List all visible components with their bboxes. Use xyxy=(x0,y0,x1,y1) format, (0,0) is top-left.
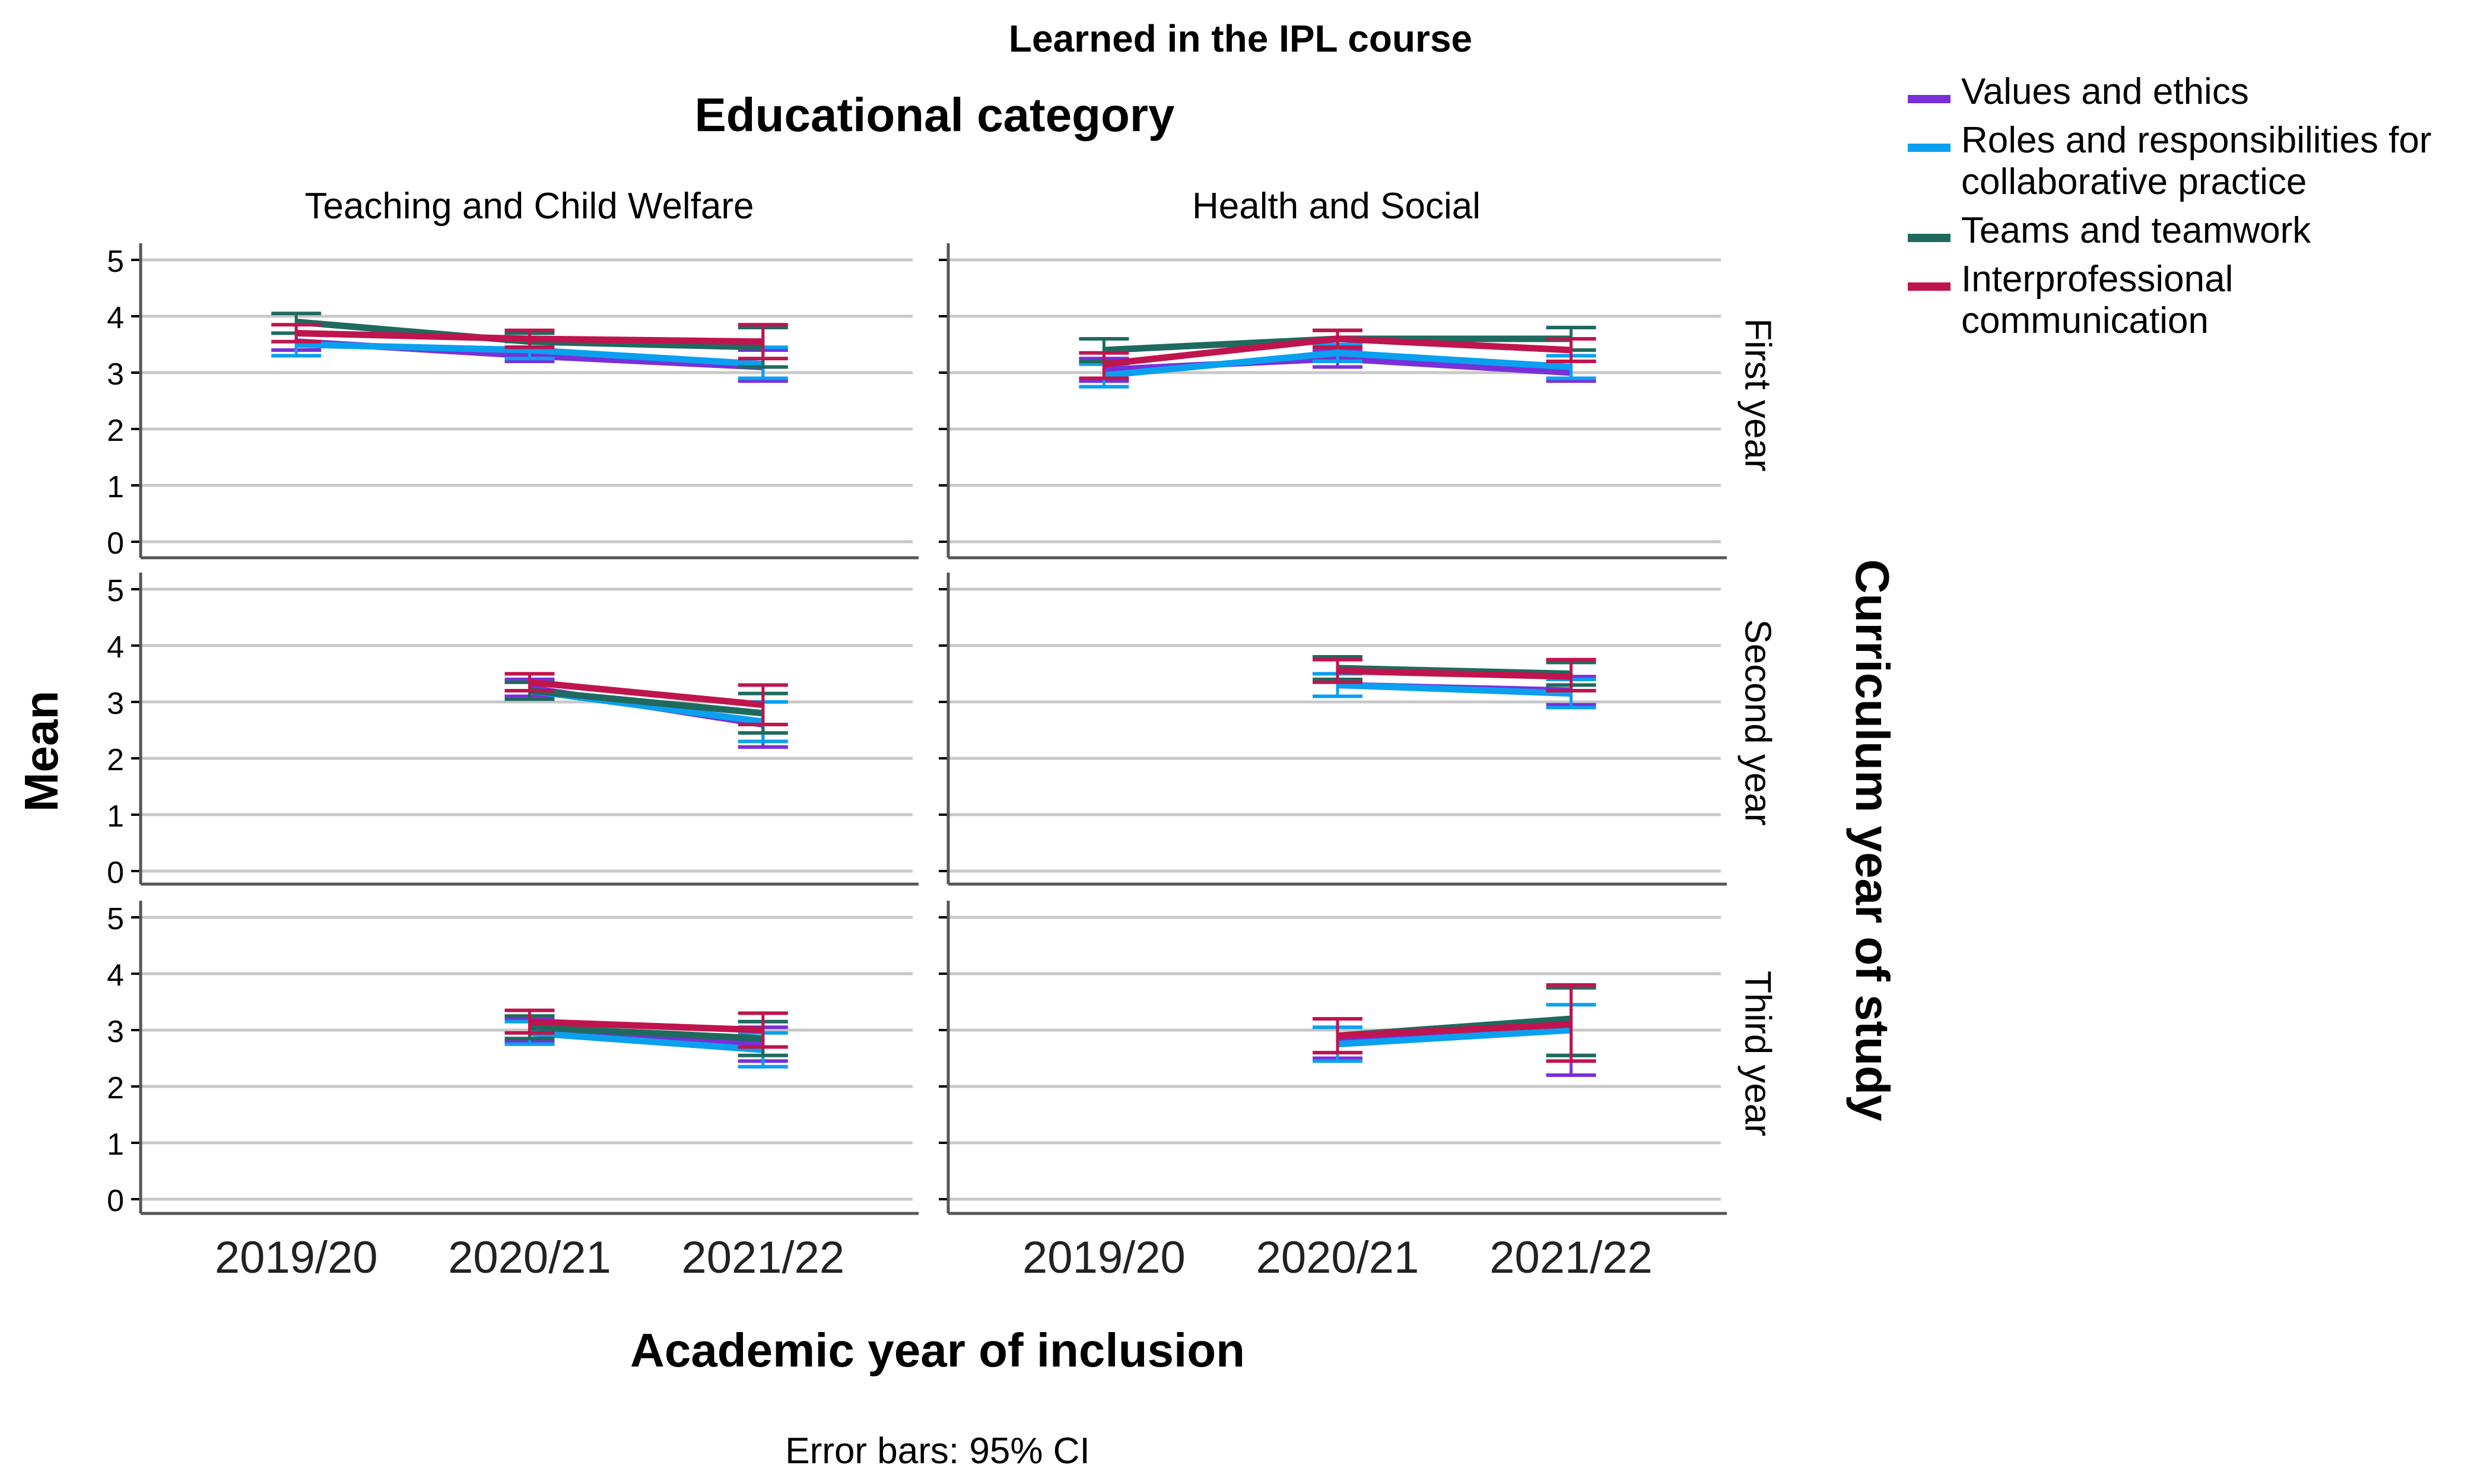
series-line-third-year-health-interprofessional-communication xyxy=(1337,1021,1571,1039)
y-tick-label-first-year-5: 5 xyxy=(107,244,124,279)
series-line-first-year-health-roles-responsibilities xyxy=(1103,349,1571,379)
series-line-second-year-health-interprofessional-communication xyxy=(1337,668,1571,680)
y-tick-label-second-year-0: 0 xyxy=(107,856,124,890)
legend-label-roles-responsibilities: Roles and responsibilities for collabora… xyxy=(1961,120,2432,202)
y-tick-label-first-year-3: 3 xyxy=(107,357,124,392)
series-line-first-year-teaching-roles-responsibilities xyxy=(296,341,764,368)
y-tick-label-third-year-5: 5 xyxy=(107,902,124,936)
y-tick-label-first-year-4: 4 xyxy=(107,301,124,335)
y-tick-label-second-year-5: 5 xyxy=(107,574,124,608)
series-line-second-year-teaching-interprofessional-communication xyxy=(529,679,764,708)
x-tick-label-health-2019-20: 2019/20 xyxy=(1022,1232,1186,1283)
x-tick-label-teaching-2020-21: 2020/21 xyxy=(448,1232,611,1283)
y-tick-label-second-year-3: 3 xyxy=(107,687,124,721)
legend-item-roles-responsibilities: Roles and responsibilities for collabora… xyxy=(1908,120,2477,203)
y-tick-label-first-year-0: 0 xyxy=(107,526,124,561)
legend-swatch-teams-teamwork xyxy=(1908,234,1951,242)
legend-swatch-interprofessional-communication xyxy=(1908,282,1951,291)
y-tick-label-first-year-1: 1 xyxy=(107,470,124,504)
series-line-first-year-teaching-interprofessional-communication xyxy=(296,330,763,345)
series-line-first-year-health-interprofessional-communication xyxy=(1103,335,1571,368)
y-tick-label-third-year-0: 0 xyxy=(107,1184,124,1218)
column-label-health: Health and Social xyxy=(1192,186,1481,227)
legend-item-interprofessional-communication: Interprofessional communication xyxy=(1908,259,2477,342)
legend-swatch-values-ethics xyxy=(1908,95,1951,103)
legend-item-teams-teamwork: Teams and teamwork xyxy=(1908,210,2477,252)
legend-swatch-roles-responsibilities xyxy=(1908,144,1951,152)
series-line-second-year-teaching-teams-teamwork xyxy=(529,687,764,717)
x-tick-label-health-2020-21: 2020/21 xyxy=(1256,1232,1419,1283)
series-line-third-year-health-roles-responsibilities xyxy=(1337,1027,1571,1048)
series-line-third-year-teaching-values-ethics xyxy=(529,1027,764,1048)
series-line-third-year-teaching-teams-teamwork xyxy=(529,1024,764,1042)
y-tick-label-third-year-3: 3 xyxy=(107,1015,124,1049)
x-tick-label-health-2021-22: 2021/22 xyxy=(1489,1232,1653,1283)
y-tick-label-first-year-2: 2 xyxy=(107,414,124,448)
legend-label-teams-teamwork: Teams and teamwork xyxy=(1961,210,2311,251)
y-tick-label-third-year-1: 1 xyxy=(107,1127,124,1162)
series-line-third-year-teaching-roles-responsibilities xyxy=(529,1029,764,1053)
legend-label-values-ethics: Values and ethics xyxy=(1961,71,2249,112)
legend: Values and ethics Roles and responsibili… xyxy=(1908,71,2477,349)
x-axis-title: Academic year of inclusion xyxy=(630,1324,1245,1377)
x-tick-label-teaching-2021-22: 2021/22 xyxy=(681,1232,844,1283)
y-tick-label-second-year-1: 1 xyxy=(107,799,124,834)
legend-label-interprofessional-communication: Interprofessional communication xyxy=(1961,259,2234,341)
series-line-third-year-teaching-interprofessional-communication xyxy=(529,1018,763,1034)
column-facet-title: Educational category xyxy=(694,88,1175,141)
column-label-teaching: Teaching and Child Welfare xyxy=(304,186,754,227)
chart-title: Learned in the IPL course xyxy=(1008,17,1473,60)
legend-item-values-ethics: Values and ethics xyxy=(1908,71,2477,113)
y-tick-label-second-year-4: 4 xyxy=(107,630,124,665)
y-tick-label-second-year-2: 2 xyxy=(107,743,124,777)
x-tick-label-teaching-2019-20: 2019/20 xyxy=(215,1232,378,1283)
y-tick-label-third-year-4: 4 xyxy=(107,958,124,993)
y-tick-label-third-year-2: 2 xyxy=(107,1071,124,1105)
series-line-second-year-health-roles-responsibilities xyxy=(1337,682,1571,697)
error-bar-footnote: Error bars: 95% CI xyxy=(785,1431,1090,1472)
